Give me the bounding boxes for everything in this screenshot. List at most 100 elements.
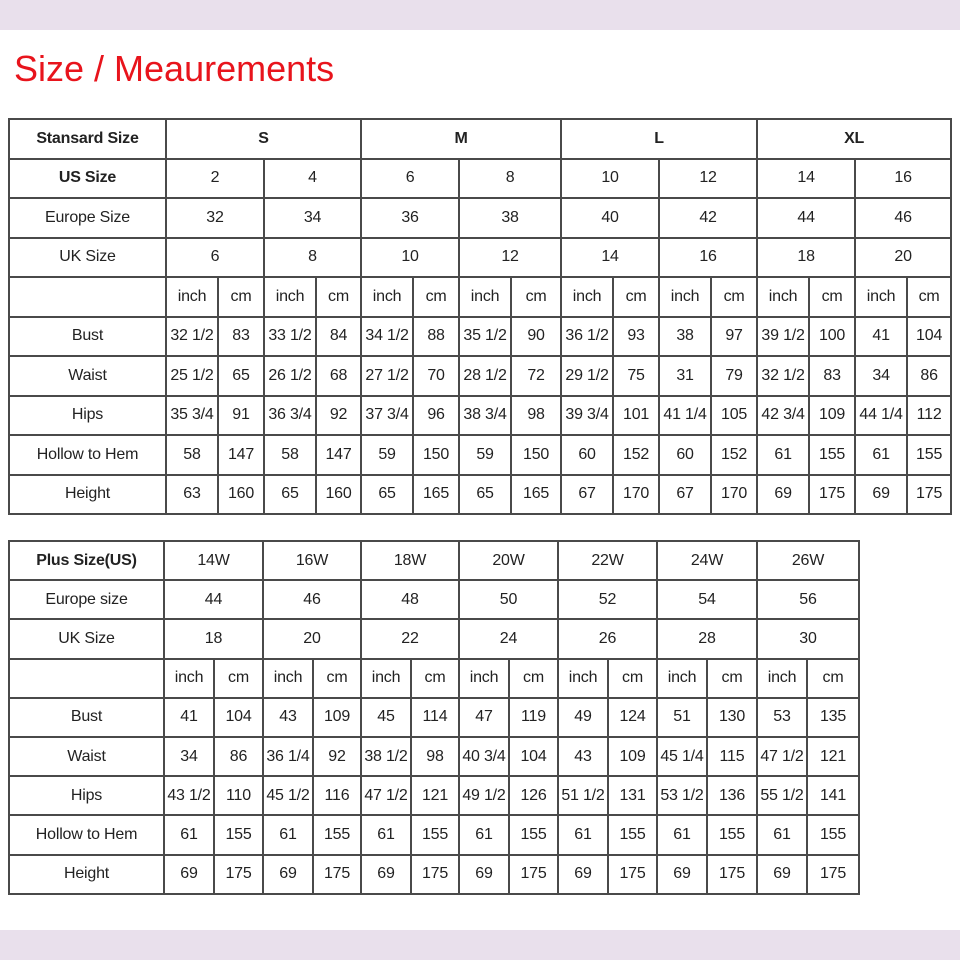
table-cell: inch	[656, 657, 708, 699]
table-cell: 63	[165, 473, 219, 515]
row-label: Europe size	[8, 579, 165, 621]
table-cell: 136	[706, 775, 758, 817]
table-cell: inch	[458, 657, 510, 699]
table-cell: cm	[706, 657, 758, 699]
top-band	[0, 0, 960, 30]
table-cell: 44 1/4	[854, 394, 909, 436]
table-cell: 69	[854, 473, 909, 515]
table-row: UK Size 6 8 10 12 14 16 18 20	[8, 236, 953, 278]
table-cell: 100	[808, 315, 857, 357]
row-label: Height	[8, 853, 165, 895]
table-cell: 152	[710, 434, 759, 476]
table-cell: 160	[314, 473, 363, 515]
table-row: Waist 34 86 36 1/4 92 38 1/2 98 40 3/4 104 43 109 4…	[8, 735, 860, 778]
table-cell: 135	[806, 696, 860, 738]
table-cell: 36	[360, 197, 461, 239]
table-cell: 104	[213, 696, 264, 738]
table-cell: 67	[658, 473, 713, 515]
table-cell: 45	[360, 696, 412, 738]
table-cell: 130	[706, 696, 758, 738]
table-cell: inch	[560, 276, 615, 318]
table-cell: 92	[312, 735, 362, 778]
table-cell: 32 1/2	[756, 355, 811, 397]
table-row: UK Size 18 20 22 24 26 28 30	[8, 618, 860, 660]
table-cell: 35 1/2	[458, 315, 513, 357]
table-cell: cm	[217, 276, 265, 318]
table-cell: 59	[360, 434, 415, 476]
table-cell: 38 3/4	[458, 394, 513, 436]
table-cell: cm	[510, 276, 563, 318]
table-cell: 14W	[163, 539, 264, 582]
table-cell: 175	[607, 853, 658, 895]
table-cell: 150	[412, 434, 461, 476]
table-row: Plus Size(US) 14W 16W 18W 20W 22W 24W 26W	[8, 539, 860, 582]
row-label: Waist	[8, 355, 167, 397]
table-cell: 58	[165, 434, 219, 476]
table-cell: 61	[262, 814, 314, 856]
table-cell: 43	[262, 696, 314, 738]
table-cell: 49	[557, 696, 609, 738]
table-cell: 84	[314, 315, 363, 357]
table-cell: 45 1/4	[656, 735, 708, 778]
table-cell: 48	[360, 579, 460, 621]
row-label: US Size	[8, 157, 167, 199]
table-cell: 47 1/2	[360, 775, 412, 817]
table-cell: 165	[412, 473, 461, 515]
table-cell: 10	[560, 157, 661, 199]
table-cell: 112	[906, 394, 953, 436]
table-cell: 155	[312, 814, 362, 856]
table-cell: inch	[360, 657, 412, 699]
table-cell: inch	[756, 276, 811, 318]
table-cell: 20	[854, 236, 953, 278]
table-cell: 124	[607, 696, 658, 738]
table-cell: 175	[410, 853, 460, 895]
table-cell: 109	[808, 394, 857, 436]
table-cell: 61	[163, 814, 215, 856]
table-cell: 41	[163, 696, 215, 738]
table-cell: 101	[612, 394, 661, 436]
table-cell: 104	[508, 735, 559, 778]
table-cell: 50	[458, 579, 559, 621]
table-cell: 55 1/2	[756, 775, 808, 817]
table-cell: 175	[806, 853, 860, 895]
table-cell: 26W	[756, 539, 860, 582]
table-row: Height 69 175 69 175 69 175 69 175 69 175 69 175 69 17…	[8, 853, 860, 895]
table-cell: 26 1/2	[263, 355, 317, 397]
table-cell: inch	[165, 276, 219, 318]
table-cell: 69	[262, 853, 314, 895]
table-cell: 141	[806, 775, 860, 817]
table-cell: 109	[312, 696, 362, 738]
table-cell: 60	[658, 434, 713, 476]
table-cell: 72	[510, 355, 563, 397]
table-cell: 59	[458, 434, 513, 476]
table-cell: 27 1/2	[360, 355, 415, 397]
table-cell: 155	[906, 434, 953, 476]
table-cell: 61	[656, 814, 708, 856]
table-cell: 175	[312, 853, 362, 895]
table-cell: 16W	[262, 539, 362, 582]
table-cell: cm	[612, 276, 661, 318]
table-cell: 36 1/2	[560, 315, 615, 357]
table-cell: 12	[458, 236, 563, 278]
table-cell: 105	[710, 394, 759, 436]
table-cell: 40 3/4	[458, 735, 510, 778]
table-cell: 6	[165, 236, 265, 278]
table-row: Hollow to Hem 61 155 61 155 61 155 61 155 61 155 61…	[8, 814, 860, 856]
table-row: Europe Size 32 34 36 38 40 42 44 46	[8, 197, 953, 239]
table-cell: 61	[756, 434, 811, 476]
table-cell: cm	[906, 276, 953, 318]
table-cell: 36 1/4	[262, 735, 314, 778]
table-cell: cm	[314, 276, 363, 318]
table-cell: 110	[213, 775, 264, 817]
table-cell: cm	[808, 276, 857, 318]
table-cell: 88	[412, 315, 461, 357]
table-cell: 40	[560, 197, 661, 239]
table-cell: 69	[756, 853, 808, 895]
table-cell: 43 1/2	[163, 775, 215, 817]
table-cell: 155	[806, 814, 860, 856]
table-cell: 160	[217, 473, 265, 515]
table-cell: 16	[658, 236, 759, 278]
table-cell: 38	[458, 197, 563, 239]
table-cell: 61	[854, 434, 909, 476]
table-cell: 35 3/4	[165, 394, 219, 436]
